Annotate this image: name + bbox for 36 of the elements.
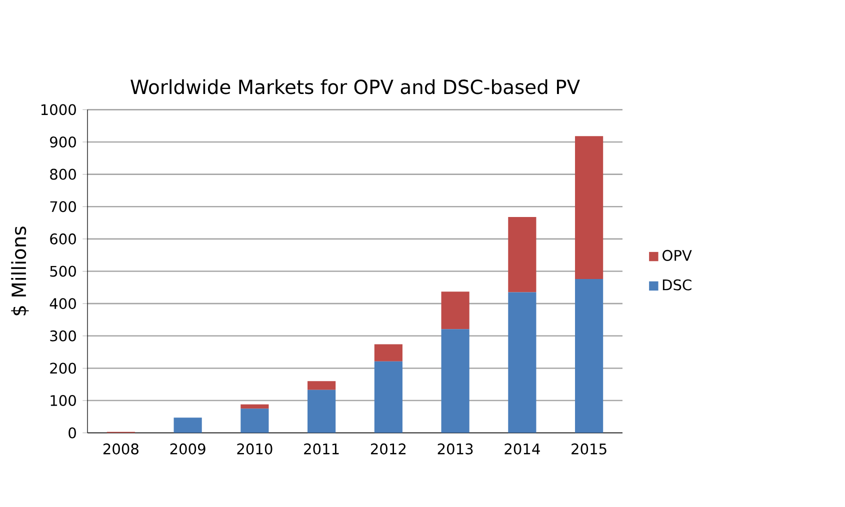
x-tick-label: 2014	[504, 444, 540, 455]
bar	[575, 136, 604, 280]
bar	[240, 408, 269, 434]
y-tick-label: 800	[50, 169, 76, 180]
bar	[575, 279, 604, 434]
y-tick-label: 300	[50, 330, 76, 342]
y-tick-label: 0	[68, 428, 76, 439]
bar	[240, 404, 269, 409]
chart-title: Worldwide Markets for OPV and DSC-based PV	[130, 79, 580, 94]
y-tick-label: 200	[50, 362, 76, 374]
y-tick-label: 500	[50, 266, 76, 277]
bar	[308, 390, 336, 434]
x-tick-label: 2015	[572, 444, 606, 455]
bar	[441, 329, 470, 434]
x-tick-label: 2008	[103, 444, 138, 455]
x-tick-label: 2013	[438, 444, 473, 455]
x-tick-label: 2011	[304, 444, 339, 455]
bar	[308, 381, 336, 390]
y-tick-label: 400	[50, 298, 76, 310]
x-tick-label: 2010	[237, 444, 272, 455]
y-tick-label: 600	[50, 234, 76, 245]
bar	[441, 292, 470, 330]
y-axis-title: $ Millions	[11, 226, 29, 316]
y-tick-label: 100	[50, 395, 76, 406]
legend-label: OPV	[662, 250, 692, 262]
y-tick-label: 700	[50, 201, 76, 212]
y-tick-label: 900	[50, 136, 76, 148]
bar	[508, 217, 536, 292]
bar	[374, 344, 402, 362]
y-tick-label: 1000	[41, 104, 76, 116]
bar	[174, 418, 202, 434]
bar	[374, 362, 402, 434]
x-tick-label: 2012	[370, 444, 406, 455]
bar	[508, 292, 536, 434]
x-tick-label: 2009	[170, 444, 206, 455]
legend-label: DSC	[662, 280, 692, 291]
